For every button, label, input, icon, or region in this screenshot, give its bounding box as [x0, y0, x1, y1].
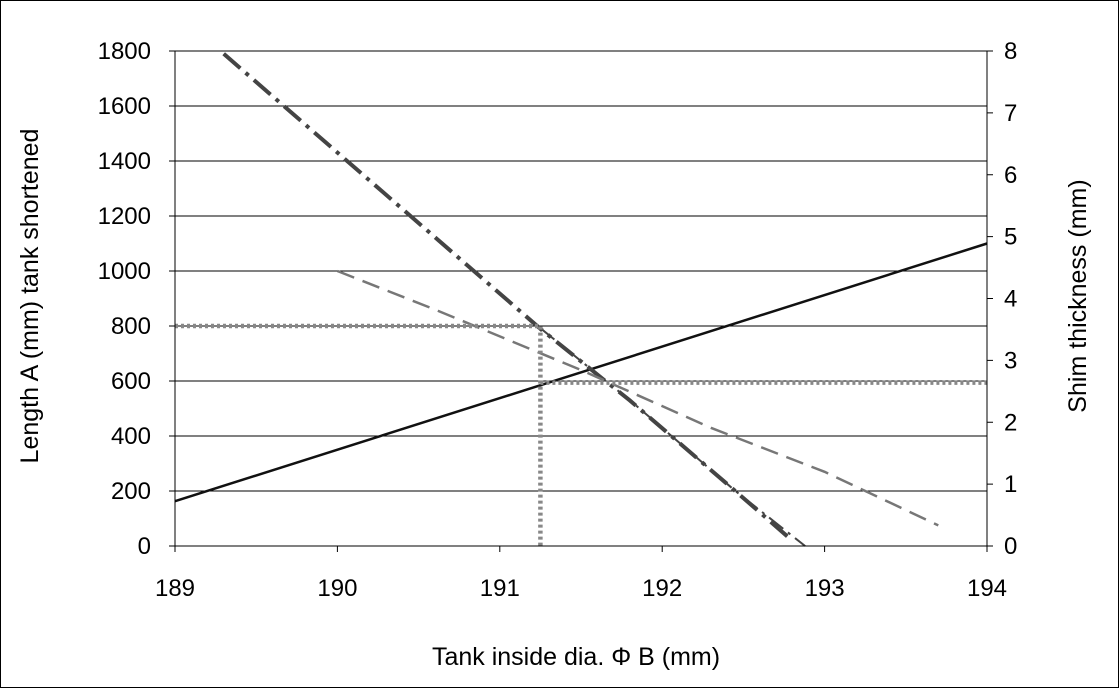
data-series: [174, 52, 988, 547]
y2-tick-label: 3: [1004, 347, 1017, 374]
y-tick-label: 1400: [98, 148, 151, 175]
series-line-dotted: [175, 323, 543, 546]
y-tick-label: 1600: [98, 93, 151, 120]
y-tick-label: 600: [111, 368, 151, 395]
y2-tick-label: 5: [1004, 224, 1017, 251]
y-axis-title: Length A (mm) tank shortened: [16, 129, 44, 464]
x-tick-label: 194: [967, 575, 1007, 602]
y2-tick-label: 4: [1004, 286, 1017, 313]
series-line-dashed: [336, 269, 939, 527]
axes: [169, 50, 993, 552]
series-line-solid: [174, 242, 988, 503]
y2-tick-label: 1: [1004, 471, 1017, 498]
y-tick-label: 1000: [98, 258, 151, 285]
y-tick-label: 0: [138, 533, 151, 560]
x-tick-label: 193: [805, 575, 845, 602]
y-tick-label: 400: [111, 423, 151, 450]
y-tick-label: 1800: [98, 38, 151, 65]
x-axis-title: Tank inside dia. Φ B (mm): [432, 643, 720, 671]
x-tick-label: 189: [155, 575, 195, 602]
x-tick-label: 190: [317, 575, 357, 602]
y2-tick-label: 8: [1004, 38, 1017, 65]
x-tick-label: 192: [642, 575, 682, 602]
series-line-dash-dot-thick: [222, 52, 794, 543]
x-tick-label: 191: [480, 575, 520, 602]
y2-tick-label: 2: [1004, 409, 1017, 436]
y2-axis-title: Shim thickness (mm): [1064, 179, 1092, 412]
y-tick-label: 1200: [98, 203, 151, 230]
grid-lines: [175, 50, 987, 492]
y2-tick-label: 0: [1004, 533, 1017, 560]
y-tick-label: 800: [111, 313, 151, 340]
y2-tick-label: 7: [1004, 100, 1017, 127]
tick-labels: 0 200 400 600 800 1000 1200 1400 1600 1800 0 1 2 3 4 5 6…: [98, 38, 1018, 602]
y-tick-label: 200: [111, 478, 151, 505]
y2-tick-label: 6: [1004, 162, 1017, 189]
series-line-dash-dot-thin: [539, 327, 806, 547]
